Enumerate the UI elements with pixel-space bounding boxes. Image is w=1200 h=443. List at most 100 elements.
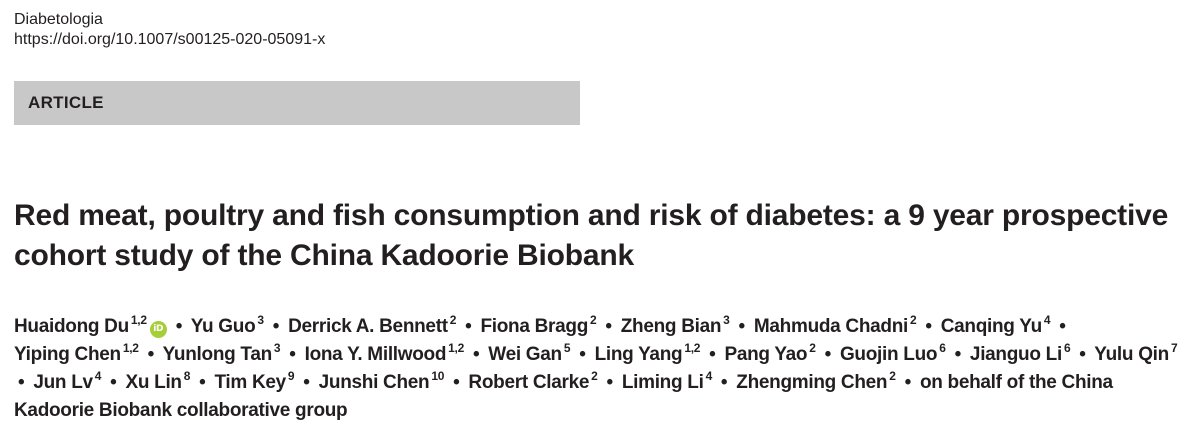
author-separator: •: [824, 344, 832, 365]
author-name-text: Tim Key: [214, 372, 286, 393]
author-name[interactable]: Jun Lv 4: [33, 369, 102, 393]
affiliation-number: 2: [591, 369, 598, 383]
affiliation-number: 1,2: [684, 341, 701, 355]
author-name[interactable]: Zheng Bian 3: [620, 313, 730, 337]
doi-link[interactable]: https://doi.org/10.1007/s00125-020-05091…: [14, 31, 326, 48]
affiliation-number: 2: [910, 313, 917, 327]
author-name-text: Yulu Qin: [1094, 344, 1169, 365]
journal-header: Diabetologia https://doi.org/10.1007/s00…: [14, 10, 325, 50]
author-separator: •: [954, 344, 962, 365]
affiliation-number: 2: [590, 313, 597, 327]
article-type-bar: ARTICLE: [14, 81, 580, 125]
author-name[interactable]: Yunlong Tan 3: [162, 341, 281, 365]
author-name[interactable]: Iona Y. Millwood 1,2: [304, 341, 465, 365]
affiliation-number: 10: [431, 369, 445, 383]
affiliation-number: 4: [94, 369, 102, 383]
author-name[interactable]: Tim Key 9: [214, 369, 295, 393]
author-separator: •: [303, 372, 310, 393]
author-name-text: Yiping Chen: [14, 344, 121, 365]
author-name[interactable]: Zhengming Chen 2: [736, 369, 896, 393]
author-name[interactable]: Derrick A. Bennett 2: [288, 313, 457, 337]
affiliation-number: 2: [889, 369, 896, 383]
author-name[interactable]: Yiping Chen 1,2: [14, 341, 139, 365]
author-separator: •: [579, 344, 586, 365]
author-name[interactable]: Huaidong Du 1,2iD: [14, 313, 167, 338]
author-name[interactable]: Guojin Luo 6: [839, 341, 946, 365]
author-name[interactable]: Mahmuda Chadni 2: [753, 313, 917, 337]
affiliation-number: 1,2: [448, 341, 464, 355]
author-name-text: Liming Li: [621, 372, 704, 393]
author-name-text: Guojin Luo: [839, 344, 938, 365]
author-separator: •: [720, 372, 728, 393]
author-separator: •: [606, 372, 613, 393]
affiliation-number: 8: [183, 369, 191, 383]
author-name-text: Yunlong Tan: [162, 344, 273, 365]
affiliation-number: 1,2: [130, 313, 147, 327]
affiliation-number: 9: [287, 369, 295, 383]
author-name-text: Iona Y. Millwood: [304, 344, 447, 365]
author-separator: •: [175, 316, 183, 337]
author-name-text: Ling Yang: [594, 344, 683, 365]
author-separator: •: [199, 372, 206, 393]
author-separator: •: [272, 316, 280, 337]
author-name-text: Jun Lv: [33, 372, 93, 393]
affiliation-number: 6: [939, 341, 946, 355]
group-author: on behalf of the China Kadoorie Biobank …: [14, 372, 1113, 421]
article-type-label: ARTICLE: [28, 93, 104, 112]
author-name-text: Mahmuda Chadni: [753, 316, 909, 337]
author-separator: •: [1059, 316, 1066, 337]
affiliation-number: 1,2: [122, 341, 139, 355]
article-title: Red meat, poultry and fish consumption a…: [14, 199, 1169, 272]
author-name[interactable]: Fiona Bragg 2: [480, 313, 597, 337]
author-separator: •: [925, 316, 932, 337]
affiliation-number: 3: [273, 341, 281, 355]
author-separator: •: [18, 372, 25, 393]
author-name[interactable]: Liming Li 4: [621, 369, 713, 393]
author-name[interactable]: Yu Guo 3: [190, 313, 264, 337]
author-name-text: Canqing Yu: [940, 316, 1042, 337]
journal-name: Diabetologia: [14, 11, 103, 28]
author-name-text: Junshi Chen: [318, 372, 430, 393]
affiliation-number: 3: [257, 313, 264, 327]
author-separator: •: [465, 316, 472, 337]
author-name[interactable]: Junshi Chen 10: [318, 369, 445, 393]
author-name[interactable]: Wei Gan 5: [488, 341, 571, 365]
author-name[interactable]: Pang Yao 2: [724, 341, 816, 365]
author-name-text: Huaidong Du: [14, 316, 129, 337]
author-name-text: Zheng Bian: [620, 316, 722, 337]
author-name[interactable]: Canqing Yu 4: [940, 313, 1051, 337]
author-separator: •: [289, 344, 296, 365]
author-separator: •: [738, 316, 746, 337]
affiliation-number: 2: [809, 341, 816, 355]
author-name-text: Jianguo Li: [969, 344, 1062, 365]
affiliation-number: 3: [723, 313, 730, 327]
author-name-text: Zhengming Chen: [736, 372, 888, 393]
affiliation-number: 5: [563, 341, 571, 355]
orcid-icon[interactable]: iD: [149, 321, 167, 338]
author-separator: •: [1079, 344, 1086, 365]
author-name[interactable]: Jianguo Li 6: [969, 341, 1071, 365]
author-separator: •: [453, 372, 460, 393]
author-separator: •: [605, 316, 612, 337]
affiliation-number: 4: [705, 369, 713, 383]
author-separator: •: [472, 344, 480, 365]
affiliation-number: 6: [1063, 341, 1071, 355]
author-name[interactable]: Yulu Qin 7: [1094, 341, 1178, 365]
author-name-text: Wei Gan: [488, 344, 562, 365]
author-list: Huaidong Du 1,2iD • Yu Guo 3 • Derrick A. …: [14, 313, 1194, 425]
author-name-text: Xu Lin: [125, 372, 182, 393]
affiliation-number: 2: [449, 313, 457, 327]
author-separator: •: [904, 372, 912, 393]
affiliation-number: 7: [1170, 341, 1178, 355]
author-name-text: Derrick A. Bennett: [288, 316, 448, 337]
author-separator: •: [110, 372, 117, 393]
author-name[interactable]: Ling Yang 1,2: [594, 341, 701, 365]
author-name-text: Yu Guo: [190, 316, 256, 337]
author-name[interactable]: Xu Lin 8: [125, 369, 191, 393]
author-separator: •: [147, 344, 155, 365]
author-name-text: Pang Yao: [724, 344, 808, 365]
affiliation-number: 4: [1043, 313, 1051, 327]
author-separator: •: [709, 344, 716, 365]
author-name[interactable]: Robert Clarke 2: [468, 369, 598, 393]
author-name-text: Robert Clarke: [468, 372, 590, 393]
